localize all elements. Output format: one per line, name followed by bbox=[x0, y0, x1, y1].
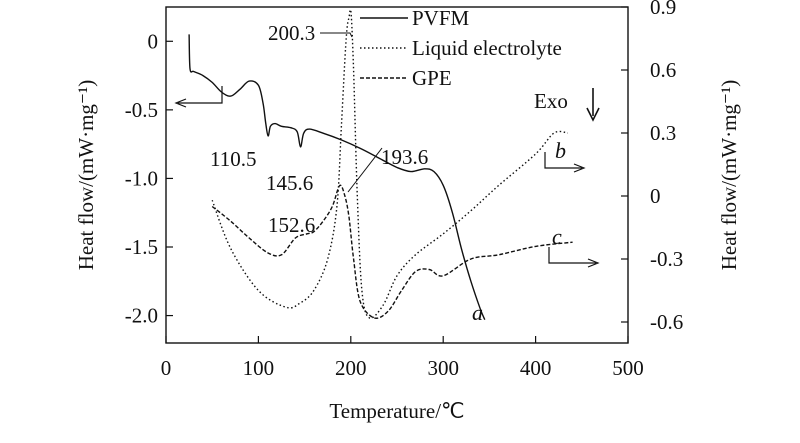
arrow-to-right-axis-icon bbox=[548, 247, 600, 268]
curve-label-c: c bbox=[552, 224, 562, 249]
legend-label-liquid-electrolyte: Liquid electrolyte bbox=[412, 36, 562, 60]
left-y-tick-labels: 0 -0.5 -1.0 -1.5 -2.0 bbox=[125, 29, 158, 327]
axis-ticks bbox=[165, 6, 629, 343]
right-y-tick-label: 0.3 bbox=[650, 121, 676, 145]
legend: PVFM Liquid electrolyte GPE bbox=[360, 6, 562, 90]
right-y-tick-label: 0.6 bbox=[650, 58, 676, 82]
right-y-tick-label: 0 bbox=[650, 184, 661, 208]
series-line-liquid-electrolyte bbox=[211, 8, 568, 319]
annotation-label: 110.5 bbox=[210, 147, 256, 171]
annotation-200-3: 200.3 bbox=[268, 21, 353, 45]
x-tick-label: 400 bbox=[520, 356, 552, 380]
right-y-tick-labels: 0.9 0.6 0.3 0 -0.3 -0.6 bbox=[650, 0, 683, 334]
x-tick-label: 300 bbox=[427, 356, 459, 380]
legend-label-gpe: GPE bbox=[412, 66, 452, 90]
x-tick-label: 200 bbox=[335, 356, 367, 380]
right-y-tick-label: -0.3 bbox=[650, 247, 683, 271]
left-y-axis-title: Heat flow/(mW·mg⁻¹) bbox=[74, 80, 98, 271]
annotation-label: 200.3 bbox=[268, 21, 315, 45]
x-tick-label: 0 bbox=[161, 356, 172, 380]
left-y-tick-label: -1.5 bbox=[125, 235, 158, 259]
legend-label-pvfm: PVFM bbox=[412, 6, 470, 30]
left-y-tick-label: -1.0 bbox=[125, 166, 158, 190]
plot-frame bbox=[165, 6, 629, 344]
annotation-label: 193.6 bbox=[381, 145, 428, 169]
left-y-tick-label: 0 bbox=[148, 29, 159, 53]
right-y-tick-label: 0.9 bbox=[650, 0, 676, 19]
x-tick-label: 500 bbox=[612, 356, 644, 380]
annotation-193-6: 193.6 bbox=[347, 145, 428, 193]
left-y-tick-label: -2.0 bbox=[125, 304, 158, 328]
annotation-label: 145.6 bbox=[266, 171, 313, 195]
x-tick-label: 100 bbox=[243, 356, 275, 380]
arrow-to-right-axis-icon bbox=[544, 152, 586, 173]
curve-label-b: b bbox=[555, 138, 566, 163]
x-tick-labels: 0 100 200 300 400 500 bbox=[161, 356, 644, 380]
x-axis-title: Temperature/℃ bbox=[329, 399, 464, 423]
right-y-axis-title: Heat flow/(mW·mg⁻¹) bbox=[717, 80, 741, 271]
exo-arrow-icon bbox=[586, 88, 600, 122]
curve-label-a: a bbox=[472, 300, 483, 325]
right-y-tick-label: -0.6 bbox=[650, 310, 683, 334]
left-y-tick-label: -0.5 bbox=[125, 98, 158, 122]
annotation-label: 152.6 bbox=[268, 213, 315, 237]
arrow-to-left-axis-icon bbox=[174, 86, 223, 108]
series-line-pvfm bbox=[188, 34, 486, 320]
series-line-gpe bbox=[211, 184, 573, 319]
exo-label: Exo bbox=[534, 89, 568, 113]
